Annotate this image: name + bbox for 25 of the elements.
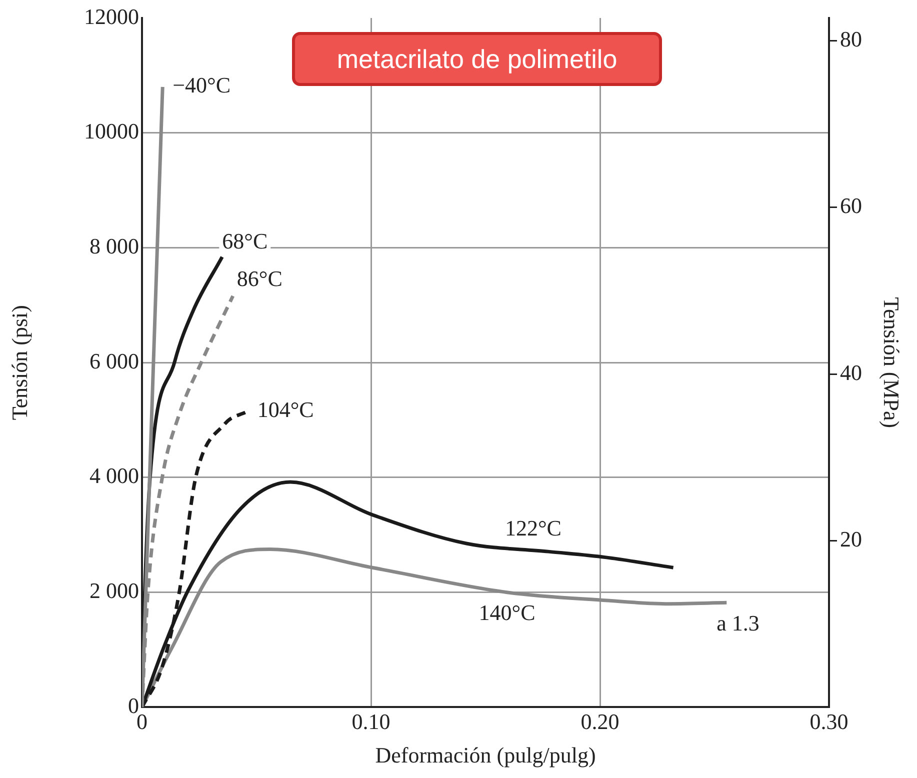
x-tick-label: 0.10 [352, 709, 390, 734]
series-label: 104°C [257, 397, 314, 422]
series-label: 68°C [222, 228, 268, 254]
y2-tick-label: 40 [840, 360, 862, 385]
y2-tick-label: 20 [840, 526, 862, 552]
x-tick-label: 0.30 [810, 709, 848, 734]
x-tick-label: 0.20 [580, 709, 620, 734]
y-tick-label: 0 [128, 692, 139, 718]
y-tick-label: 2 000 [90, 578, 139, 604]
x-axis-title: Deformación (pulg/pulg) [375, 742, 596, 768]
y-axis-title: Tensión (psi) [6, 305, 32, 420]
y-tick-label: 10000 [84, 118, 139, 144]
y-tick-label: 4 000 [90, 463, 139, 488]
y2-tick-label: 80 [840, 26, 862, 52]
y-tick-label: 6 000 [90, 348, 139, 374]
series-label: 140°C [478, 600, 536, 626]
series-label: 86°C [236, 266, 282, 291]
annotation: a 1.3 [716, 610, 760, 636]
y-tick-label: 8 000 [90, 234, 139, 259]
y-tick-label: 12000 [84, 4, 139, 29]
y2-tick-label: 60 [840, 193, 862, 218]
text: metacrilato de polimetilo [336, 44, 618, 74]
y2-axis-title: Tensión (MPa) [879, 297, 904, 428]
series-label: −40°C [172, 72, 230, 98]
series-label: 122°C [505, 515, 562, 540]
